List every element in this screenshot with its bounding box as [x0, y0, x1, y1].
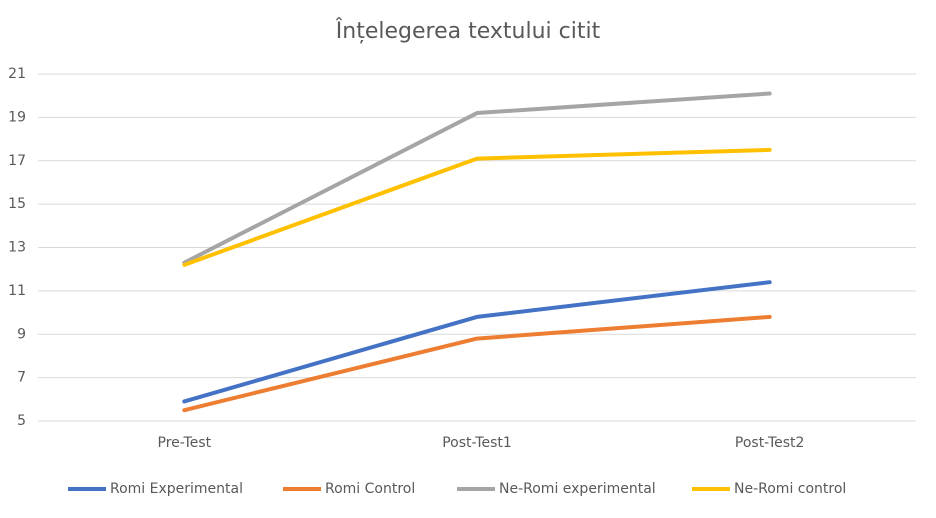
series-line	[182, 91, 772, 265]
y-tick-label: 9	[17, 326, 26, 342]
legend-label: Romi Control	[325, 481, 415, 497]
chart-title: Înțelegerea textului citit	[335, 18, 601, 44]
legend-label: Ne-Romi control	[734, 481, 846, 497]
x-tick-label: Pre-Test	[158, 435, 212, 451]
y-tick-label: 5	[17, 413, 26, 429]
x-tick-label: Post-Test1	[442, 435, 512, 451]
series-line	[182, 314, 772, 413]
y-tick-label: 7	[17, 370, 26, 386]
series-line	[182, 280, 772, 404]
x-tick-label: Post-Test2	[735, 435, 805, 451]
legend-label: Ne-Romi experimental	[499, 481, 656, 497]
series-line	[182, 147, 772, 267]
y-tick-label: 19	[8, 109, 26, 125]
y-tick-label: 13	[8, 240, 26, 256]
y-tick-label: 17	[8, 153, 26, 169]
y-tick-label: 15	[8, 196, 26, 212]
y-tick-label: 21	[8, 66, 26, 82]
legend-label: Romi Experimental	[110, 481, 243, 497]
y-tick-label: 11	[8, 283, 26, 299]
